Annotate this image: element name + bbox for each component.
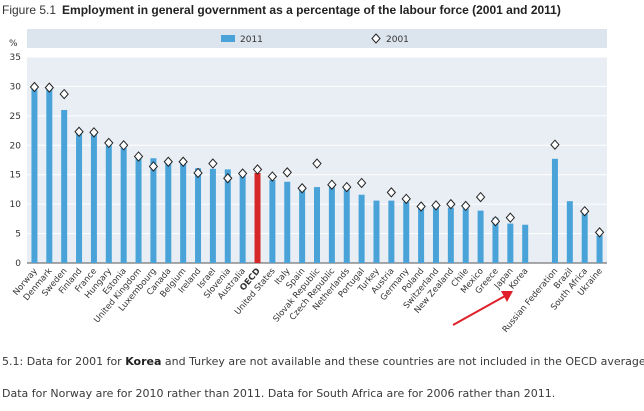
bar [581, 213, 588, 263]
diamond-marker [237, 168, 248, 179]
bar [254, 172, 261, 263]
diamond-marker [490, 215, 501, 227]
y-tick-label: 25 [10, 112, 21, 122]
bar [180, 163, 187, 263]
bar [299, 187, 306, 263]
diamond-marker [282, 167, 292, 178]
diamond-marker [208, 158, 218, 169]
bar [432, 207, 439, 263]
figure-title: Employment in general government as a pe… [62, 3, 561, 17]
bar [209, 168, 216, 263]
diamond-marker [297, 182, 307, 194]
diamond-marker [252, 164, 263, 175]
diamond-marker [267, 171, 278, 182]
footnote-1: 5.1: Data for 2001 for Korea and Turkey … [2, 355, 644, 368]
diamond-marker [118, 140, 129, 151]
bar [239, 171, 246, 263]
bar [418, 206, 425, 263]
diamond-marker [342, 181, 352, 193]
bar [507, 223, 514, 263]
diamond-marker [163, 156, 173, 168]
diamond-marker [148, 161, 159, 172]
diamond-marker [401, 193, 411, 205]
legend-label-2001: 2001 [386, 35, 409, 45]
bar [328, 187, 335, 263]
y-tick-label: 10 [10, 200, 22, 210]
y-tick-label: 0 [15, 259, 21, 269]
figure-label: Figure 5.1 [2, 3, 57, 17]
bar [150, 158, 157, 263]
bar [31, 87, 38, 263]
bar [105, 145, 112, 263]
diamond-marker [431, 200, 441, 211]
bar [135, 157, 142, 263]
bar [522, 224, 529, 263]
legend-label-2011: 2011 [240, 35, 263, 45]
diamond-marker [178, 156, 188, 168]
footnote-bold: Korea [125, 355, 162, 368]
bar [284, 181, 291, 263]
bar [566, 201, 573, 263]
diamond-marker [89, 127, 99, 138]
y-tick-label: 15 [10, 171, 21, 181]
bar [492, 217, 499, 263]
bar [61, 109, 68, 263]
diamond-marker [550, 139, 560, 150]
bar [373, 200, 380, 263]
diamond-marker [416, 201, 426, 212]
bar [195, 168, 202, 263]
legend-marker-2001 [371, 33, 381, 44]
diamond-marker [327, 179, 337, 190]
bar [596, 235, 603, 263]
bar [76, 132, 83, 263]
bar [403, 201, 410, 263]
bar [269, 180, 276, 263]
y-tick-label: 5 [15, 230, 21, 240]
bar [551, 158, 558, 263]
bar [358, 194, 365, 263]
diamond-marker [133, 151, 144, 162]
diamond-marker [386, 187, 397, 198]
bar [120, 147, 127, 263]
diamond-marker [461, 200, 471, 212]
diamond-marker [59, 88, 69, 100]
diamond-marker [104, 137, 114, 149]
bar [314, 187, 320, 263]
diamond-marker [505, 212, 516, 223]
diamond-marker [446, 198, 456, 210]
bar [90, 134, 97, 263]
annotation-arrowhead [501, 291, 513, 302]
diamond-marker [312, 158, 322, 169]
bar [224, 169, 231, 263]
bar [343, 188, 350, 263]
y-tick-label: 35 [10, 53, 21, 63]
diamond-marker [580, 205, 590, 217]
annotation-arrow [452, 295, 506, 326]
diamond-marker [74, 126, 84, 138]
figure-caption: Figure 5.1 Employment in general governme… [0, 0, 644, 22]
diamond-marker [356, 177, 367, 189]
y-tick-label: 20 [10, 141, 22, 151]
legend-swatch-2011 [221, 35, 235, 42]
footnote-2: Data for Norway are for 2010 rather than… [2, 387, 556, 400]
bar [477, 210, 484, 263]
legend-band [27, 29, 607, 48]
bar [462, 208, 469, 263]
bar [46, 89, 53, 263]
bar [388, 200, 395, 263]
bar [165, 161, 172, 263]
diamond-marker [44, 82, 54, 93]
diamond-marker [29, 81, 40, 93]
figure-title-line: Figure 5.1 Employment in general governme… [2, 3, 561, 17]
diamond-marker [594, 227, 605, 238]
y-axis-label: % [9, 39, 18, 49]
y-tick-label: 30 [10, 82, 22, 92]
diamond-marker [223, 172, 233, 184]
diamond-marker [193, 167, 203, 179]
diamond-marker [475, 191, 486, 203]
bar [447, 207, 454, 263]
